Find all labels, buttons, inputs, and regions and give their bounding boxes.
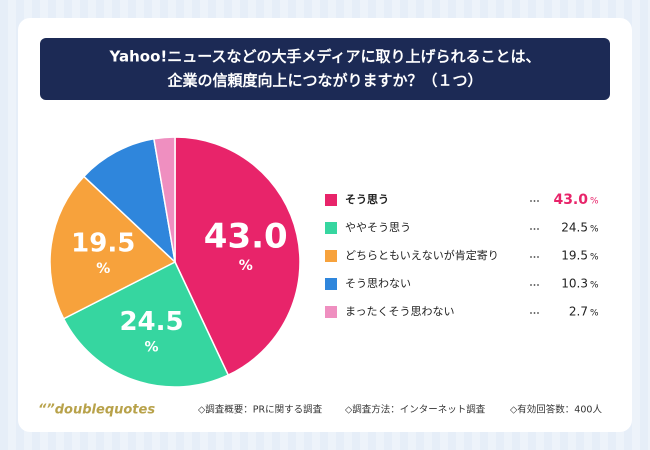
legend-swatch <box>325 306 337 318</box>
legend-unit: % <box>590 253 599 263</box>
slice-label: 43.0 <box>204 217 288 257</box>
brand: “”doublequotes <box>38 403 155 418</box>
pie-slice <box>153 136 176 263</box>
legend-value: 19.5 <box>561 249 588 263</box>
legend-label: どちらともいえないが肯定寄り <box>345 248 499 262</box>
leader-dot <box>537 256 539 258</box>
slice-unit: % <box>96 261 110 277</box>
leader-dot <box>530 228 532 230</box>
footer-note: ◇調査方法：インターネット調査 <box>345 404 486 416</box>
leader-dot <box>533 256 536 258</box>
legend-label: まったくそう思わない <box>345 305 455 318</box>
legend-unit: % <box>590 225 599 235</box>
legend-value: 24.5 <box>561 221 588 235</box>
leader-dot <box>533 312 536 314</box>
legend-swatch <box>325 194 337 206</box>
title-box <box>40 38 610 100</box>
legend-swatch <box>325 250 337 262</box>
legend-unit: % <box>590 309 599 319</box>
legend-label: そう思う <box>345 193 389 206</box>
legend-label: ややそう思う <box>345 221 411 234</box>
chart-title: 企業の信頼度向上につながりますか？（１つ） <box>166 72 482 90</box>
leader-dot <box>533 200 536 202</box>
legend-unit: % <box>590 281 599 291</box>
leader-dot <box>530 312 532 314</box>
legend-swatch <box>325 278 337 290</box>
leader-dot <box>537 200 539 202</box>
slice-label: 19.5 <box>71 228 135 258</box>
leader-dot <box>537 284 539 286</box>
leader-dot <box>530 284 532 286</box>
legend-value: 43.0 <box>553 192 588 208</box>
legend-value: 10.3 <box>561 277 588 291</box>
legend-unit: % <box>590 197 599 207</box>
leader-dot <box>533 284 536 286</box>
slice-label: 24.5 <box>119 307 183 337</box>
footer-note: ◇有効回答数：400人 <box>510 404 602 416</box>
leader-dot <box>537 312 539 314</box>
legend-label: そう思わない <box>345 277 411 290</box>
pie-slice <box>82 137 177 265</box>
leader-dot <box>533 228 536 230</box>
slice-unit: % <box>239 258 253 274</box>
chart-title: Yahoo!ニュースなどの大手メディアに取り上げられることは、 <box>109 48 541 66</box>
pie-slice <box>62 260 230 388</box>
legend-value: 2.7 <box>569 305 588 319</box>
leader-dot <box>537 228 539 230</box>
pie-slice <box>49 175 177 320</box>
pie-slice <box>174 136 301 377</box>
footer-note: ◇調査概要：PRに関する調査 <box>198 404 323 416</box>
slice-unit: % <box>145 340 159 356</box>
legend-swatch <box>325 222 337 234</box>
leader-dot <box>530 256 532 258</box>
leader-dot <box>530 200 532 202</box>
